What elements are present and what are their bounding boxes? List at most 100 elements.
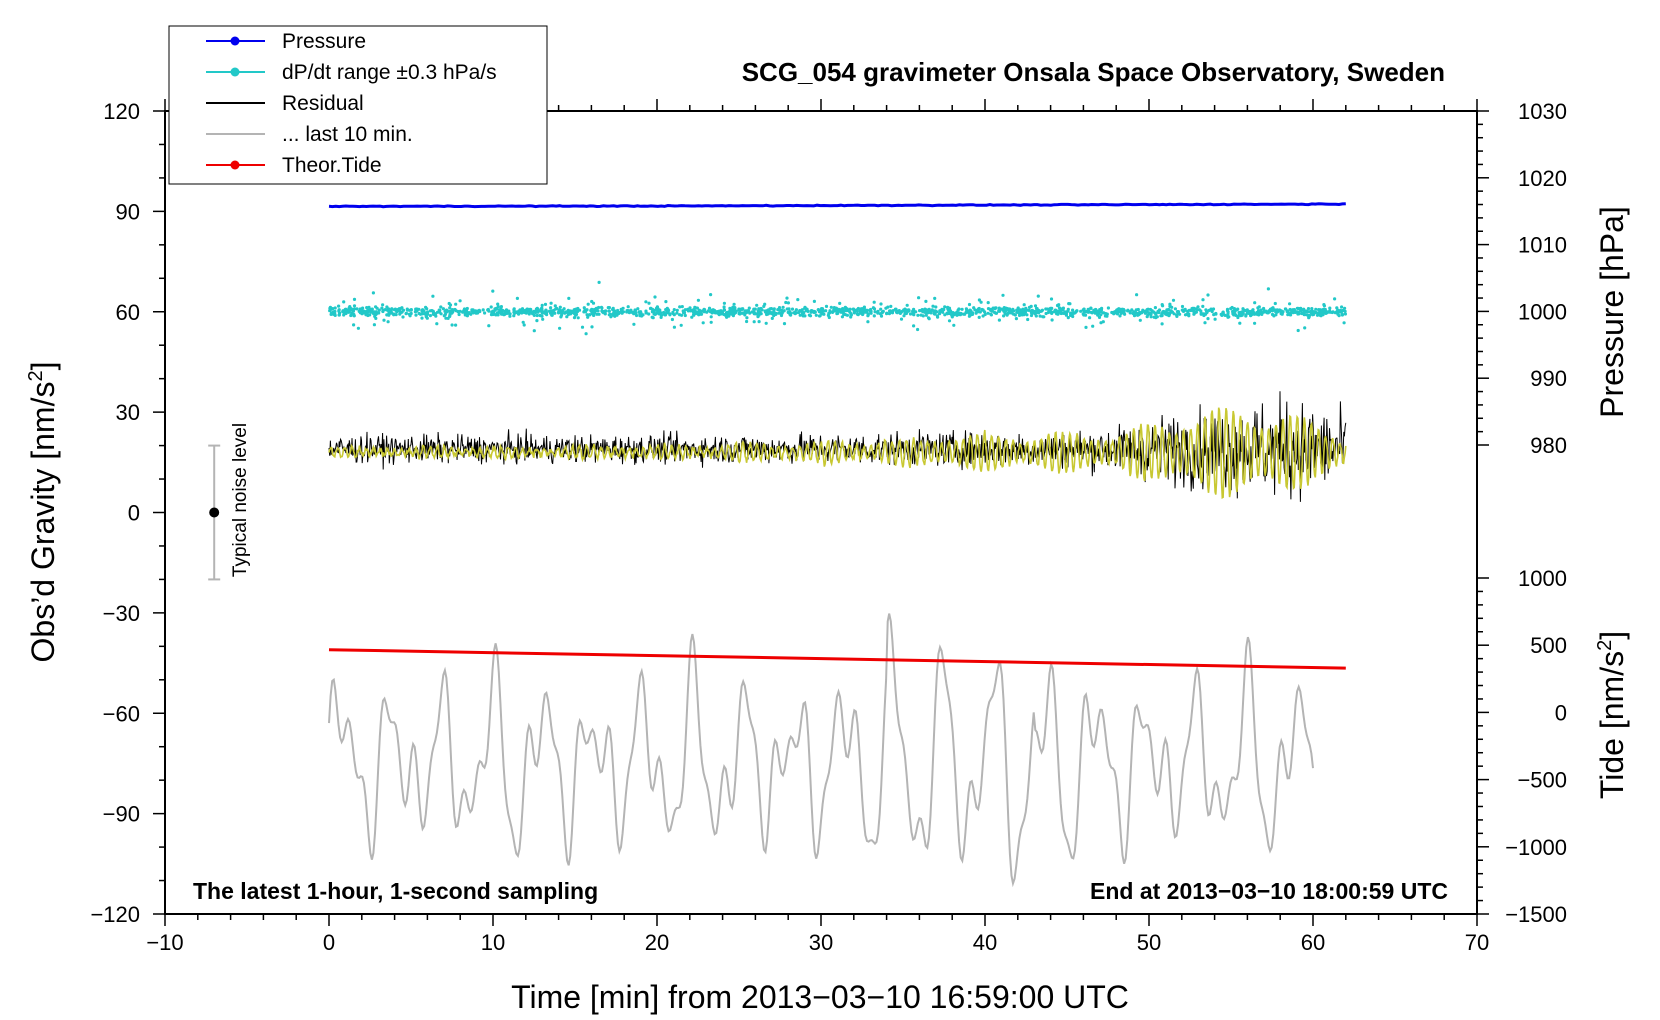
dpdt-point xyxy=(752,310,756,315)
dpdt-point xyxy=(647,312,651,316)
dpdt-point xyxy=(382,318,386,322)
dpdt-point xyxy=(746,309,750,313)
y-axis-title-end: ] xyxy=(25,362,61,371)
dpdt-point xyxy=(367,305,371,309)
dpdt-point xyxy=(443,309,447,313)
dpdt-point xyxy=(651,316,655,320)
dpdt-point xyxy=(520,311,524,315)
dpdt-point xyxy=(1162,309,1166,314)
dpdt-point xyxy=(584,332,588,336)
y-tick-labels: 120 90 60 30 0 −30 −60 −90 −120 xyxy=(90,99,140,927)
dpdt-point xyxy=(431,312,435,316)
dpdt-point xyxy=(876,309,880,313)
dpdt-point xyxy=(1232,307,1236,311)
dpdt-point xyxy=(1307,315,1311,319)
dpdt-point xyxy=(491,289,495,293)
dpdt-point xyxy=(438,308,442,312)
dpdt-point xyxy=(811,309,815,313)
dpdt-point xyxy=(1035,307,1039,311)
dpdt-point xyxy=(743,313,747,317)
dpdt-point xyxy=(1027,308,1031,312)
legend-box xyxy=(168,25,548,185)
dpdt-point xyxy=(1055,303,1060,308)
dpdt-point xyxy=(1011,307,1015,311)
dpdt-point xyxy=(342,311,346,315)
dpdt-point xyxy=(705,310,709,314)
dpdt-point xyxy=(1244,313,1248,317)
dpdt-point xyxy=(1309,311,1313,315)
dpdt-point xyxy=(1236,314,1240,318)
dpdt-point xyxy=(607,306,612,310)
dpdt-point xyxy=(757,312,762,316)
dpdt-point xyxy=(477,308,481,312)
dpdt-point xyxy=(872,300,876,304)
dpdt-point xyxy=(1001,293,1005,297)
dpdt-point xyxy=(668,313,672,317)
dpdt-point xyxy=(1098,310,1102,314)
tide-axis-title-end: ] xyxy=(1594,631,1630,640)
dpdt-point xyxy=(807,313,812,317)
dpdt-point xyxy=(955,310,959,314)
dpdt-point xyxy=(816,308,821,312)
dpdt-point xyxy=(626,305,630,309)
dpdt-point xyxy=(988,307,992,311)
y-tick-label: −30 xyxy=(103,601,140,626)
dpdt-point xyxy=(1335,306,1339,310)
dpdt-point xyxy=(1273,301,1277,306)
dpdt-point xyxy=(647,301,651,305)
dpdt-point xyxy=(540,303,544,307)
dpdt-point xyxy=(1150,309,1154,313)
dpdt-point xyxy=(1128,310,1132,314)
dpdt-point xyxy=(824,304,829,308)
dpdt-point xyxy=(597,280,601,284)
dpdt-point xyxy=(557,308,561,312)
dpdt-point xyxy=(381,308,385,312)
dpdt-point xyxy=(785,296,789,300)
pressure-tick-label: 1020 xyxy=(1518,166,1567,191)
dpdt-point xyxy=(1164,312,1168,316)
dpdt-point xyxy=(814,313,818,317)
dpdt-point xyxy=(1101,311,1105,315)
dpdt-point xyxy=(1026,317,1030,322)
dpdt-point xyxy=(408,314,412,318)
dpdt-point xyxy=(989,312,993,316)
dpdt-point xyxy=(540,314,544,318)
dpdt-point xyxy=(360,310,364,315)
x-tick-label: 50 xyxy=(1137,930,1161,955)
dpdt-point xyxy=(1323,307,1327,312)
dpdt-point xyxy=(722,301,727,305)
dpdt-point xyxy=(1045,307,1049,311)
dpdt-point xyxy=(522,310,526,315)
dpdt-point xyxy=(394,313,398,317)
dpdt-point xyxy=(701,309,705,313)
dpdt-point xyxy=(937,312,942,316)
dpdt-point xyxy=(829,305,833,309)
dpdt-point xyxy=(374,316,378,320)
dpdt-point xyxy=(732,309,736,313)
dpdt-point xyxy=(945,312,949,316)
dpdt-point xyxy=(1079,309,1083,313)
dpdt-point xyxy=(1192,306,1196,310)
dpdt-point xyxy=(370,309,374,313)
dpdt-point xyxy=(347,307,351,311)
dpdt-point xyxy=(637,310,641,314)
dpdt-point xyxy=(1203,321,1207,325)
dpdt-point xyxy=(837,309,841,313)
dpdt-point xyxy=(424,313,428,317)
residual-series xyxy=(328,391,1347,502)
dpdt-point xyxy=(930,308,934,312)
dpdt-point xyxy=(1312,310,1316,314)
dpdt-point xyxy=(671,311,675,316)
dpdt-point xyxy=(535,313,539,318)
dpdt-point xyxy=(1033,304,1038,308)
dpdt-point xyxy=(974,311,978,315)
dpdt-point xyxy=(458,309,462,313)
dpdt-point xyxy=(697,308,702,312)
dpdt-point xyxy=(957,307,961,311)
note-left: The latest 1-hour, 1-second sampling xyxy=(193,878,598,904)
dpdt-point xyxy=(740,311,745,315)
dpdt-point xyxy=(766,311,770,315)
dpdt-point xyxy=(1221,312,1225,316)
dpdt-point xyxy=(804,309,808,313)
dpdt-point xyxy=(868,308,872,313)
